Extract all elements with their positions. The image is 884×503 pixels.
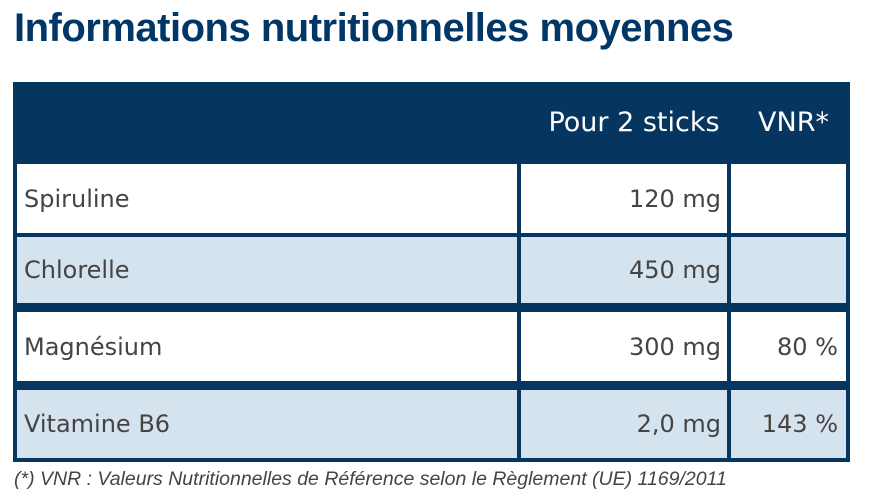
header-vnr: VNR* <box>758 107 829 138</box>
table-row: Vitamine B6 2,0 mg 143 % <box>13 390 850 458</box>
nutrient-amount: 300 mg <box>521 312 727 381</box>
nutrient-amount: 120 mg <box>521 164 727 233</box>
table-row: Spiruline 120 mg <box>13 164 850 233</box>
nutrient-vnr: 80 % <box>731 312 846 381</box>
table-header: Pour 2 sticks VNR* <box>13 82 850 164</box>
page-title: Informations nutritionnelles moyennes <box>14 6 734 50</box>
nutrient-amount: 2,0 mg <box>521 390 727 458</box>
nutrient-name: Magnésium <box>17 312 517 381</box>
footnote: (*) VNR : Valeurs Nutritionnelles de Réf… <box>14 468 727 490</box>
nutrient-vnr: 143 % <box>731 390 846 458</box>
table-row: Chlorelle 450 mg <box>13 237 850 303</box>
nutrient-vnr <box>731 237 846 303</box>
table-row: Magnésium 300 mg 80 % <box>13 312 850 381</box>
nutrient-vnr <box>731 164 846 233</box>
header-per-2-sticks: Pour 2 sticks <box>548 107 720 138</box>
nutrient-name: Spiruline <box>17 164 517 233</box>
nutrient-amount: 450 mg <box>521 237 727 303</box>
nutrient-name: Chlorelle <box>17 237 517 303</box>
nutrition-table: Pour 2 sticks VNR* Spiruline 120 mg Chlo… <box>13 82 850 462</box>
nutrient-name: Vitamine B6 <box>17 390 517 458</box>
